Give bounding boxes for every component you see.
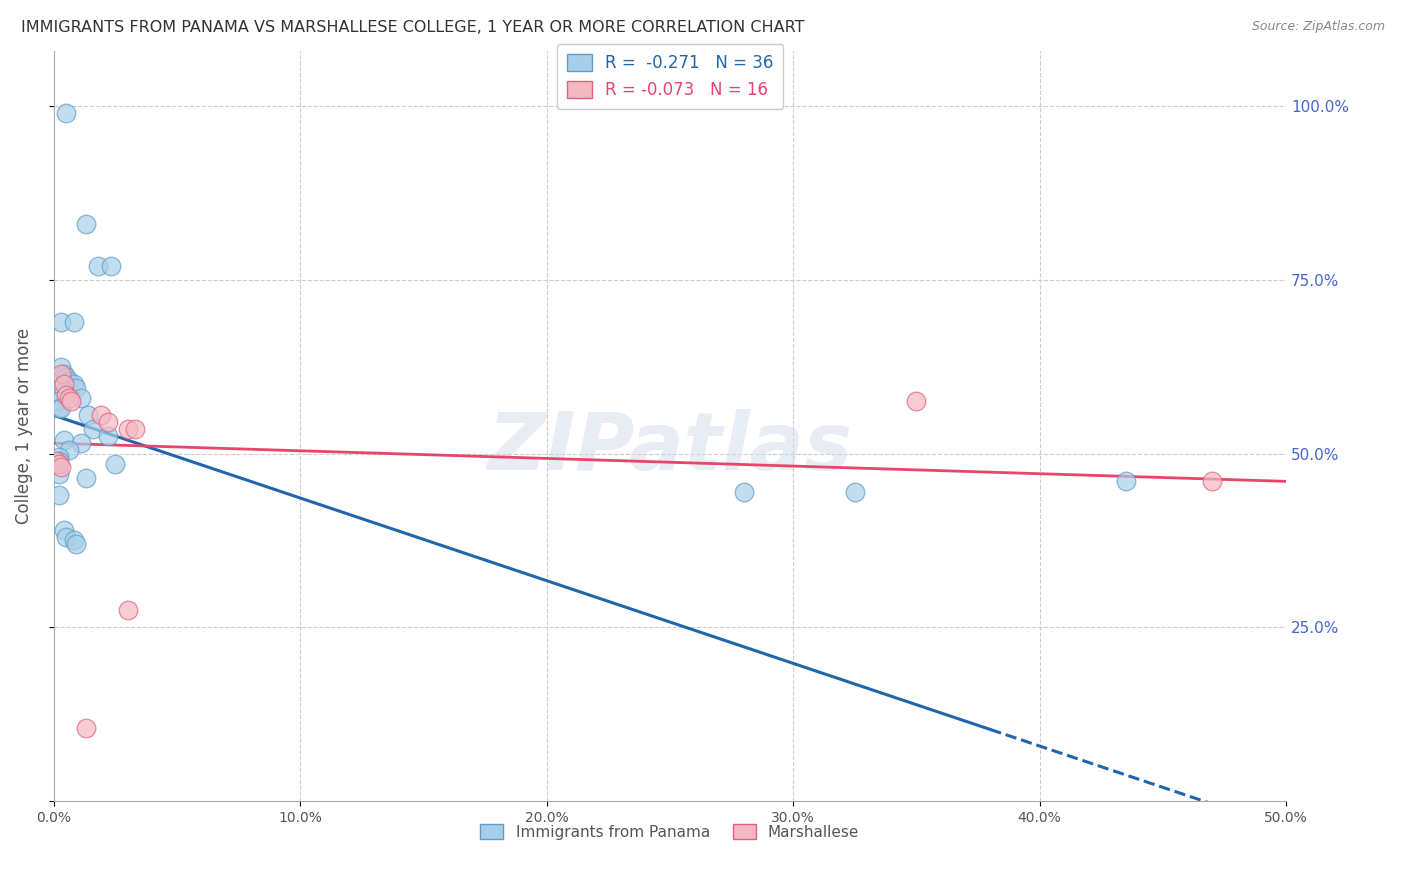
Point — [51, 359, 73, 374]
Point — [87, 259, 110, 273]
Point — [97, 429, 120, 443]
Point — [65, 537, 87, 551]
Point — [100, 259, 122, 273]
Point — [48, 401, 70, 416]
Point — [65, 381, 87, 395]
Point — [733, 484, 755, 499]
Point — [48, 453, 70, 467]
Point — [117, 422, 139, 436]
Point — [60, 394, 83, 409]
Point — [82, 422, 104, 436]
Point — [70, 436, 93, 450]
Text: ZIPatlas: ZIPatlas — [488, 409, 852, 487]
Point — [62, 533, 84, 548]
Point — [48, 457, 70, 471]
Legend: Immigrants from Panama, Marshallese: Immigrants from Panama, Marshallese — [474, 818, 866, 846]
Point — [52, 433, 75, 447]
Point — [52, 523, 75, 537]
Point — [51, 367, 73, 381]
Point — [55, 387, 77, 401]
Point — [97, 415, 120, 429]
Point — [1115, 475, 1137, 489]
Text: Source: ZipAtlas.com: Source: ZipAtlas.com — [1251, 20, 1385, 33]
Point — [905, 394, 928, 409]
Point — [45, 453, 67, 467]
Point — [48, 450, 70, 464]
Point — [58, 374, 80, 388]
Point — [48, 488, 70, 502]
Point — [48, 394, 70, 409]
Point — [844, 484, 866, 499]
Point — [77, 409, 100, 423]
Point — [70, 391, 93, 405]
Point — [75, 471, 97, 485]
Point — [62, 377, 84, 392]
Point — [55, 106, 77, 120]
Point — [104, 457, 127, 471]
Point — [51, 460, 73, 475]
Point — [124, 422, 146, 436]
Text: IMMIGRANTS FROM PANAMA VS MARSHALLESE COLLEGE, 1 YEAR OR MORE CORRELATION CHART: IMMIGRANTS FROM PANAMA VS MARSHALLESE CO… — [21, 20, 804, 35]
Point — [62, 315, 84, 329]
Point — [58, 391, 80, 405]
Point — [51, 401, 73, 416]
Point — [75, 217, 97, 231]
Point — [51, 315, 73, 329]
Point — [52, 384, 75, 398]
Point — [52, 377, 75, 392]
Point — [1201, 475, 1223, 489]
Point — [55, 370, 77, 384]
Point — [52, 367, 75, 381]
Point — [75, 721, 97, 735]
Point — [117, 603, 139, 617]
Point — [48, 467, 70, 482]
Y-axis label: College, 1 year or more: College, 1 year or more — [15, 327, 32, 524]
Point — [55, 530, 77, 544]
Point — [90, 409, 112, 423]
Point — [58, 443, 80, 458]
